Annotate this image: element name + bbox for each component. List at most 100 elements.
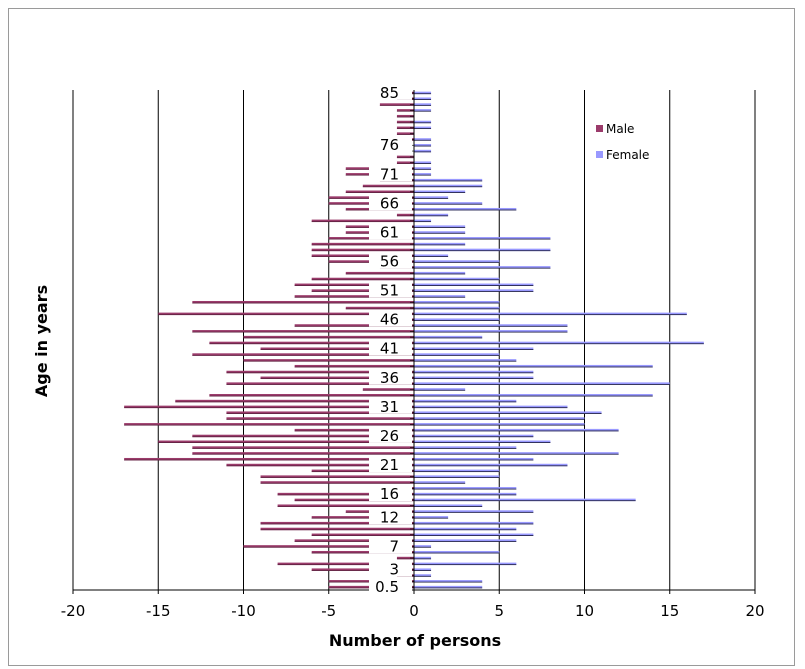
bar-male <box>226 463 414 467</box>
bar-shadow-female <box>414 320 500 321</box>
bar-shadow-female <box>414 163 432 164</box>
y-label-bg <box>369 252 412 269</box>
bar-female <box>414 527 517 531</box>
bar-female <box>414 289 534 292</box>
bar-shadow-male <box>209 395 414 397</box>
bar-shadow-female <box>414 279 500 281</box>
bar-female <box>414 487 517 490</box>
bar-shadow-female <box>414 99 432 100</box>
bar-shadow-male <box>294 296 414 298</box>
bar-female <box>414 359 517 362</box>
bar-shadow-male <box>345 273 414 275</box>
bar-male <box>209 341 414 345</box>
y-label-bg <box>369 339 412 356</box>
y-label-bg <box>369 223 412 240</box>
bar-shadow-female <box>414 261 500 263</box>
bar-shadow-female <box>414 523 534 525</box>
y-tick-label: 16 <box>380 485 399 503</box>
bar-shadow-female <box>414 250 551 252</box>
bar-shadow-male <box>175 401 414 403</box>
bar-shadow-female <box>414 244 466 246</box>
bar-female <box>414 254 449 257</box>
bar-shadow-male <box>192 436 414 438</box>
legend: Male Female <box>596 122 649 162</box>
bar-shadow-female <box>414 558 432 560</box>
bar-male <box>192 353 414 356</box>
y-tick-label: 46 <box>380 311 399 329</box>
bar-female <box>414 260 500 263</box>
bar-shadow-female <box>414 186 483 188</box>
y-tick-label: 51 <box>380 282 399 300</box>
bar-female <box>414 510 534 513</box>
bar-shadow-female <box>414 192 466 193</box>
bar-shadow-female <box>414 500 636 502</box>
bar-shadow-female <box>414 430 619 432</box>
x-tick-label: 15 <box>660 602 679 620</box>
bar-shadow-male <box>226 372 414 374</box>
x-tick-label: 20 <box>745 602 764 620</box>
x-tick-labels: -20 -15 -10 -5 0 5 10 15 20 <box>61 602 765 620</box>
bar-shadow-female <box>414 168 432 170</box>
bar-female <box>414 277 500 281</box>
bar-shadow-male <box>226 418 414 420</box>
bar-shadow-male <box>362 186 414 188</box>
bar-shadow-male <box>158 442 414 443</box>
bar-shadow-male <box>311 570 414 571</box>
bar-female <box>414 266 551 269</box>
bar-female <box>414 434 534 438</box>
bar-male <box>396 126 414 130</box>
bar-male <box>311 219 414 223</box>
bar-shadow-male <box>396 128 414 130</box>
bar-shadow-female <box>414 227 466 228</box>
bar-female <box>414 225 466 228</box>
bar-shadow-male <box>294 325 414 327</box>
bar-shadow-female <box>414 285 534 286</box>
bar-female <box>414 173 432 176</box>
bar-shadow-female <box>414 325 568 327</box>
legend-swatch-female <box>596 151 603 158</box>
bar-shadow-female <box>414 238 551 240</box>
bar-shadow-male <box>294 285 414 286</box>
bar-shadow-male <box>192 453 414 455</box>
bar-shadow-male <box>311 221 414 223</box>
bar-male <box>192 452 414 455</box>
bar-shadow-female <box>414 93 432 95</box>
bar-shadow-female <box>414 494 517 496</box>
bar-female <box>414 324 568 327</box>
bar-male <box>260 481 414 484</box>
bar-female <box>414 184 483 188</box>
bar-shadow-female <box>414 273 466 275</box>
bar-male <box>294 364 414 368</box>
y-label-bg <box>369 83 412 100</box>
bar-shadow-male <box>396 157 414 159</box>
bar-male <box>175 399 414 403</box>
bar-shadow-female <box>414 413 602 414</box>
bar-shadow-male <box>260 349 414 350</box>
bar-shadow-male <box>311 279 414 281</box>
bar-shadow-female <box>414 197 449 199</box>
bar-shadow-female <box>414 139 432 141</box>
bar-male <box>124 457 415 461</box>
bar-male <box>260 376 414 380</box>
bar-shadow-female <box>414 110 432 112</box>
bar-female <box>414 231 466 234</box>
bar-female <box>414 330 568 333</box>
bar-female <box>414 475 500 478</box>
bar-shadow-male <box>311 552 414 554</box>
bar-female <box>414 545 432 548</box>
bar-shadow-female <box>414 546 432 548</box>
bar-shadow-female <box>414 587 483 589</box>
bar-female <box>414 312 687 316</box>
bar-shadow-male <box>260 378 414 380</box>
bar-male <box>345 306 414 310</box>
bar-male <box>396 109 414 112</box>
bar-shadow-female <box>414 471 500 473</box>
x-tick-label: -5 <box>321 602 336 620</box>
bar-shadow-male <box>379 104 414 106</box>
y-tick-label: 7 <box>389 537 399 555</box>
bar-shadow-female <box>414 296 466 298</box>
bar-shadow-male <box>226 413 414 414</box>
legend-label-female: Female <box>606 148 649 162</box>
bar-shadow-male <box>243 337 414 339</box>
bar-shadow-female <box>414 209 517 211</box>
